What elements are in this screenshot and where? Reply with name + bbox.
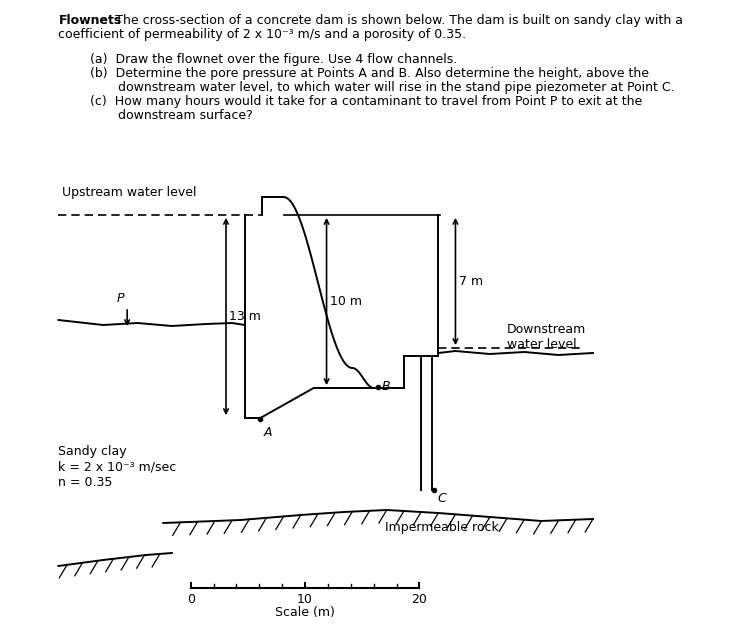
Text: Scale (m): Scale (m): [275, 606, 335, 619]
Text: 20: 20: [412, 593, 427, 606]
Text: Downstream
water level: Downstream water level: [507, 323, 587, 351]
Text: Impermeable rock: Impermeable rock: [385, 521, 499, 534]
Text: downstream surface?: downstream surface?: [90, 109, 253, 122]
Text: 10: 10: [297, 593, 313, 606]
Text: Flownets: Flownets: [59, 14, 122, 27]
Text: 13 m: 13 m: [229, 310, 262, 323]
Text: :  The cross-section of a concrete dam is shown below. The dam is built on sandy: : The cross-section of a concrete dam is…: [103, 14, 683, 27]
Text: C: C: [437, 492, 446, 505]
Text: 0: 0: [187, 593, 195, 606]
Text: (b)  Determine the pore pressure at Points A and B. Also determine the height, a: (b) Determine the pore pressure at Point…: [90, 67, 649, 80]
Text: A: A: [264, 426, 273, 439]
Text: B: B: [381, 379, 390, 393]
Text: coefficient of permeability of 2 x 10⁻³ m/s and a porosity of 0.35.: coefficient of permeability of 2 x 10⁻³ …: [59, 28, 467, 41]
Text: (a)  Draw the flownet over the figure. Use 4 flow channels.: (a) Draw the flownet over the figure. Us…: [90, 53, 457, 66]
Text: downstream water level, to which water will rise in the stand pipe piezometer at: downstream water level, to which water w…: [90, 81, 675, 94]
Text: Sandy clay: Sandy clay: [59, 445, 127, 458]
Text: 10 m: 10 m: [330, 295, 362, 308]
Text: P: P: [117, 292, 125, 305]
Text: Upstream water level: Upstream water level: [62, 186, 196, 199]
Text: (c)  How many hours would it take for a contaminant to travel from Point P to ex: (c) How many hours would it take for a c…: [90, 95, 642, 108]
Text: k = 2 x 10⁻³ m/sec: k = 2 x 10⁻³ m/sec: [59, 460, 176, 473]
Text: 7 m: 7 m: [459, 275, 483, 288]
Text: n = 0.35: n = 0.35: [59, 476, 112, 489]
